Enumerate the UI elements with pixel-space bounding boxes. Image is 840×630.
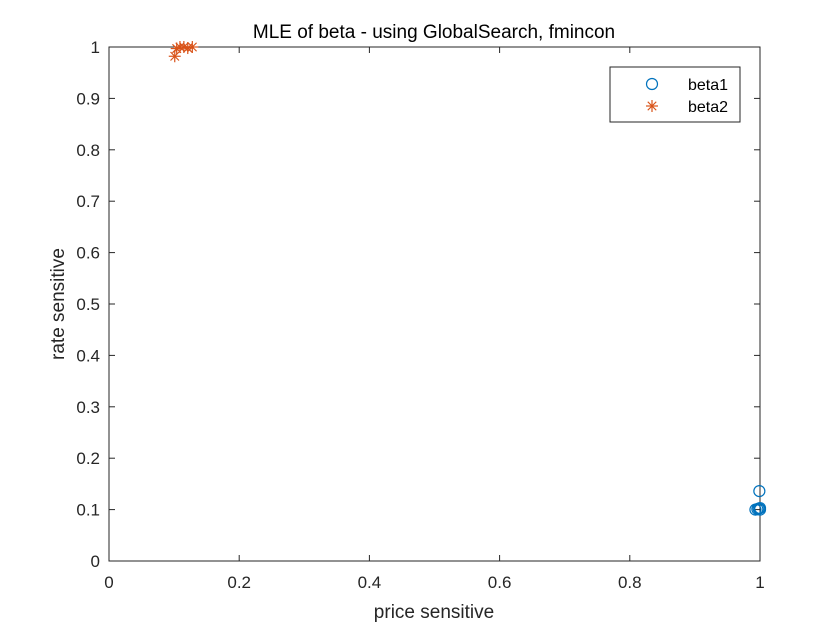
x-tick-label: 0.2	[227, 573, 251, 592]
y-tick-label: 0.8	[76, 141, 100, 160]
chart-title: MLE of beta - using GlobalSearch, fminco…	[253, 22, 615, 43]
legend-label-beta1: beta1	[688, 77, 728, 94]
x-tick-label: 0.6	[488, 573, 512, 592]
beta1-point	[753, 501, 767, 515]
x-tick-label: 1	[755, 573, 764, 592]
y-tick-label: 0.9	[76, 89, 100, 108]
plot-area	[108, 46, 761, 562]
x-tick-label: 0.4	[358, 573, 382, 592]
y-tick-label: 0.7	[76, 192, 100, 211]
x-axis-label: price sensitive	[374, 602, 494, 623]
beta2-point	[186, 41, 199, 53]
legend: beta1 beta2	[609, 66, 741, 123]
y-tick-label: 0.2	[76, 449, 100, 468]
y-tick-label: 0.3	[76, 398, 100, 417]
legend-box	[609, 66, 741, 123]
x-tick-label: 0	[104, 573, 113, 592]
data-points	[168, 41, 767, 516]
y-tick-label: 0.4	[76, 346, 100, 365]
y-tick-label: 0.1	[76, 501, 100, 520]
beta2-point	[168, 50, 181, 63]
y-tick-label: 0.6	[76, 244, 100, 263]
legend-marker-beta1	[645, 77, 659, 91]
y-axis-label: rate sensitive	[48, 248, 69, 360]
beta1-point	[753, 484, 766, 498]
legend-marker-beta2	[646, 100, 658, 112]
y-tick-label: 0	[91, 552, 100, 571]
legend-label-beta2: beta2	[688, 99, 728, 116]
y-tick-label: 1	[91, 38, 100, 57]
x-tick-label: 0.8	[618, 573, 642, 592]
y-tick-label: 0.5	[76, 295, 100, 314]
axis-ticks: 0 0.2 0.4 0.6 0.8 1 0 0.1 0.2 0.3 0.4 0.5 0.6 0.7 0.8 0…	[76, 38, 764, 592]
